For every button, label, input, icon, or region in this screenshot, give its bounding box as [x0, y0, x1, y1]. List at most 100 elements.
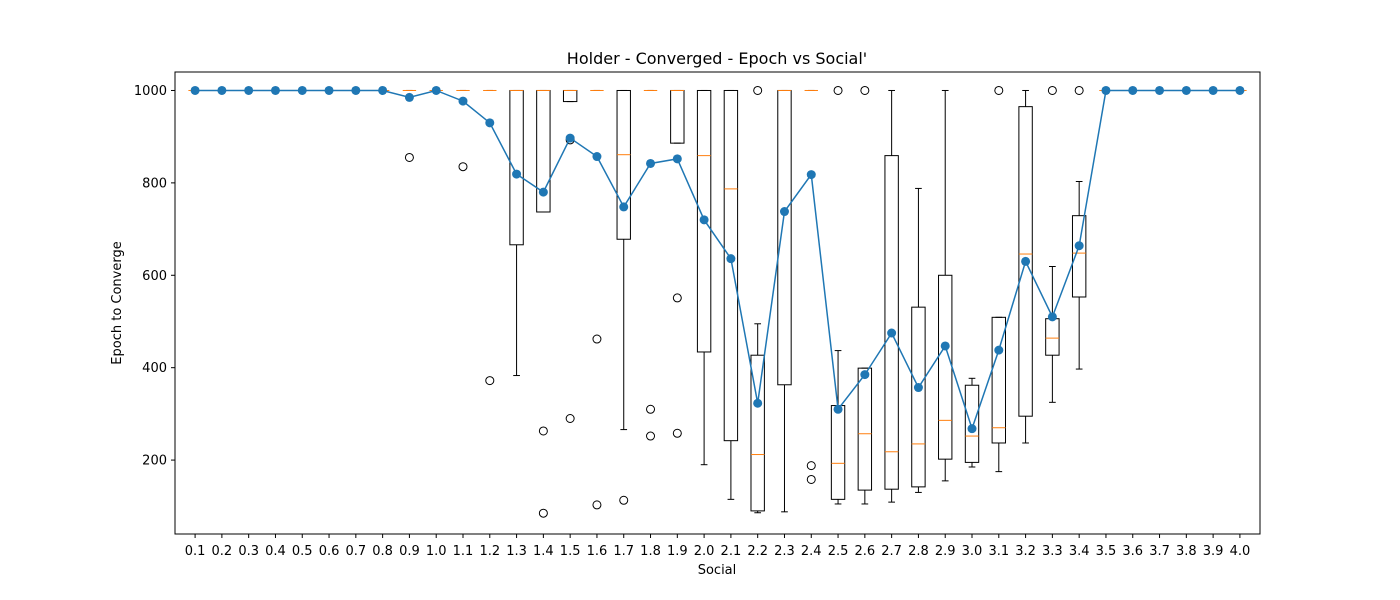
mean-point	[967, 424, 977, 434]
mean-point	[458, 96, 468, 106]
x-tick-label: 3.8	[1176, 544, 1197, 559]
mean-point	[244, 85, 254, 95]
x-tick-label: 3.3	[1042, 544, 1063, 559]
mean-point	[833, 404, 843, 414]
y-tick-label: 1000	[134, 84, 167, 99]
outlier-point	[1074, 85, 1084, 95]
box-group-2.9	[938, 89, 953, 482]
y-tick-label: 200	[142, 454, 167, 469]
y-tick-label: 400	[142, 361, 167, 376]
y-axis-label: Epoch to Converge	[110, 241, 125, 364]
box	[991, 316, 1006, 444]
box	[670, 89, 685, 144]
mean-point	[887, 328, 897, 338]
mean-point	[592, 152, 602, 162]
x-tick-label: 1.3	[506, 544, 527, 559]
outlier-point	[753, 85, 763, 95]
mean-point	[538, 187, 548, 197]
mean-point	[646, 158, 656, 168]
mean-point	[1128, 85, 1138, 95]
box	[723, 89, 739, 442]
box-group-1.2	[483, 89, 497, 386]
outlier-point	[619, 495, 629, 505]
x-tick-label: 1.5	[560, 544, 581, 559]
box	[938, 274, 953, 460]
x-tick-label: 3.0	[962, 544, 983, 559]
box	[750, 354, 765, 512]
y-axis: 200 400 600 800 1000	[134, 84, 175, 469]
box	[1018, 106, 1033, 417]
x-tick-label: 3.4	[1069, 544, 1090, 559]
x-tick-label: 2.2	[747, 544, 768, 559]
outlier-point	[592, 334, 602, 344]
outlier-point	[404, 152, 414, 162]
x-tick-label: 1.6	[587, 544, 608, 559]
mean-point	[1021, 256, 1031, 266]
mean-point	[217, 85, 227, 95]
x-tick-label: 1.7	[613, 544, 634, 559]
x-tick-label: 0.1	[185, 544, 206, 559]
x-tick-label: 2.0	[694, 544, 715, 559]
outlier-point	[458, 162, 468, 172]
box-group-2.7	[884, 89, 899, 503]
outlier-point	[646, 404, 656, 414]
mean-point	[1155, 85, 1165, 95]
x-tick-label: 0.8	[372, 544, 393, 559]
box	[884, 155, 899, 490]
x-tick-label: 0.6	[319, 544, 340, 559]
box	[777, 89, 792, 386]
mean-point	[378, 85, 388, 95]
outlier-point	[538, 508, 548, 518]
x-tick-label: 3.2	[1015, 544, 1036, 559]
x-tick-label: 1.0	[426, 544, 447, 559]
x-tick-label: 2.4	[801, 544, 822, 559]
mean-point	[485, 118, 495, 128]
box-group-3.2	[1018, 89, 1033, 444]
y-tick-label: 800	[142, 176, 167, 191]
mean-point	[512, 169, 522, 179]
x-tick-label: 1.2	[479, 544, 500, 559]
x-axis-label: Social	[698, 563, 737, 578]
box-group-1.4	[536, 89, 551, 518]
x-tick-label: 0.5	[292, 544, 313, 559]
mean-point	[753, 398, 763, 408]
mean-point	[270, 85, 280, 95]
outlier-point	[833, 85, 843, 95]
mean-point	[1101, 85, 1111, 95]
x-tick-label: 2.8	[908, 544, 929, 559]
x-tick-label: 3.9	[1203, 544, 1224, 559]
x-tick-label: 1.1	[453, 544, 474, 559]
box	[509, 89, 524, 246]
box-group-2.6	[857, 85, 873, 505]
box	[696, 89, 712, 353]
mean-point	[672, 154, 682, 164]
mean-point	[351, 85, 361, 95]
mean-point	[404, 92, 414, 102]
x-tick-label: 3.5	[1096, 544, 1117, 559]
outlier-point	[672, 293, 682, 303]
box-group-2.0	[696, 89, 712, 466]
mean-point	[619, 202, 629, 212]
box-group-2.4	[804, 89, 818, 484]
x-tick-label: 0.3	[238, 544, 259, 559]
x-tick-label: 1.8	[640, 544, 661, 559]
mean-point	[431, 85, 441, 95]
x-tick-label: 2.5	[828, 544, 849, 559]
x-axis: 0.1 0.2 0.3 0.4 0.5 0.6 0.7 0.8 0.9 1.0 1.1 1.2 1.3 1…	[185, 534, 1250, 559]
mean-point	[1181, 85, 1191, 95]
box-group-2.8	[911, 187, 926, 493]
mean-point	[1047, 312, 1057, 322]
box-group-3.0	[964, 377, 980, 468]
outlier-point	[806, 474, 816, 484]
x-tick-label: 2.3	[774, 544, 795, 559]
outlier-point	[592, 500, 602, 510]
box-group-2.5	[830, 85, 846, 505]
mean-point	[565, 133, 575, 143]
box-group-1.7	[616, 89, 631, 505]
x-tick-label: 2.1	[721, 544, 742, 559]
outlier-point	[860, 85, 870, 95]
box	[911, 306, 926, 488]
x-tick-label: 2.9	[935, 544, 956, 559]
box-group-3.4	[1071, 85, 1087, 370]
